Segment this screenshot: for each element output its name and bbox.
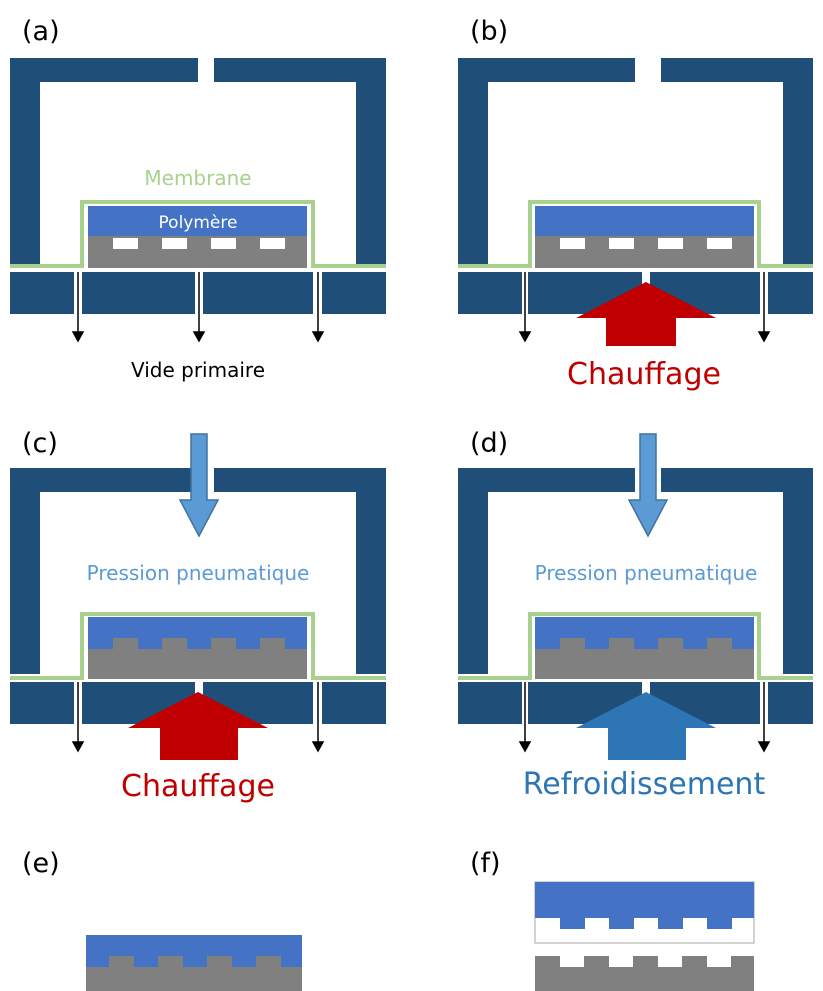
sample-e	[86, 935, 302, 991]
chamber-b	[458, 58, 813, 314]
panel-label-a: (a)	[22, 16, 60, 47]
panel-d: (d) Pression pneumatique Refroidiss	[458, 428, 813, 802]
vacuum-label: Vide primaire	[131, 358, 265, 382]
membrane-label: Membrane	[144, 166, 251, 190]
panel-label-c: (c)	[22, 428, 58, 459]
sample-c	[88, 617, 307, 679]
panel-e: (e)	[22, 848, 302, 991]
panel-a: (a) Membrane Polymère Vide primair	[10, 16, 386, 382]
panel-label-d: (d)	[470, 428, 508, 459]
sample-d	[535, 617, 754, 679]
panel-label-e: (e)	[22, 848, 60, 879]
panel-b: (b) Chauffage	[458, 16, 813, 392]
mold-f	[535, 956, 754, 991]
panel-label-f: (f)	[470, 848, 501, 879]
panel-c: (c) Pression pneumatique Chauffage	[10, 428, 386, 804]
panel-f: (f)	[470, 848, 754, 991]
panel-label-b: (b)	[470, 16, 508, 47]
heating-label-b: Chauffage	[567, 357, 721, 392]
sample-b	[535, 206, 754, 268]
demolded-polymer-f	[535, 882, 754, 943]
heating-label-c: Chauffage	[121, 769, 275, 804]
pressure-label-d: Pression pneumatique	[535, 561, 758, 585]
polymer-label: Polymère	[159, 213, 238, 233]
cooling-label-d: Refroidissement	[523, 767, 766, 802]
pressure-label-c: Pression pneumatique	[87, 561, 310, 585]
